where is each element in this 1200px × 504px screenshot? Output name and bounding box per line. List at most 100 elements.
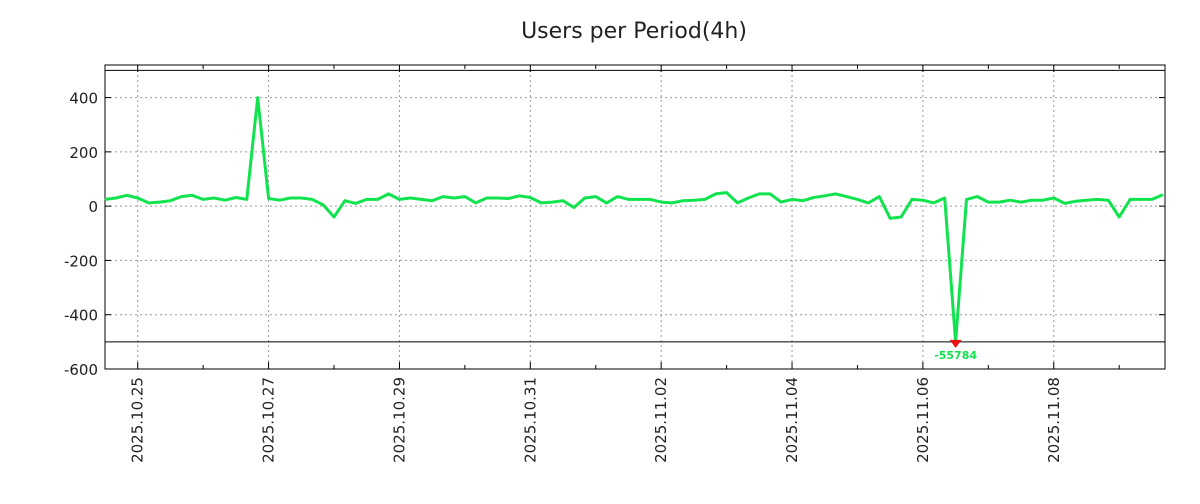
data-point: [758, 193, 760, 195]
data-point: [1129, 198, 1131, 200]
data-point: [235, 196, 237, 198]
data-point: [878, 196, 880, 198]
data-point: [1075, 200, 1077, 202]
data-point: [300, 197, 302, 199]
data-point: [377, 198, 379, 200]
data-point: [1085, 199, 1087, 201]
data-point: [627, 198, 629, 200]
data-point: [148, 202, 150, 204]
plot-frame: [104, 64, 1166, 370]
data-point: [1151, 198, 1153, 200]
x-tick-label: 2025.10.29: [390, 377, 408, 463]
data-point: [278, 199, 280, 201]
data-point: [584, 197, 586, 199]
data-point: [802, 200, 804, 202]
y-tick-label: -600: [64, 361, 98, 379]
x-tick-label: 2025.10.25: [129, 377, 147, 463]
data-point: [268, 198, 270, 200]
data-point: [737, 202, 739, 204]
x-tick-label: 2025.11.06: [914, 377, 932, 463]
data-point: [867, 202, 869, 204]
data-point: [900, 216, 902, 218]
data-point: [475, 202, 477, 204]
data-point: [180, 196, 182, 198]
data-point: [1053, 197, 1055, 199]
data-point: [846, 196, 848, 198]
data-point: [987, 201, 989, 203]
data-point: [922, 199, 924, 201]
data-point: [202, 198, 204, 200]
data-point: [1020, 201, 1022, 203]
data-point: [344, 200, 346, 202]
data-point: [976, 196, 978, 198]
data-point: [573, 207, 575, 208]
y-tick-label: -200: [64, 252, 98, 270]
min-value-label: -55784: [934, 349, 977, 362]
data-point: [1118, 216, 1120, 218]
data-point: [824, 195, 826, 197]
data-point: [606, 202, 608, 204]
data-point: [726, 192, 728, 194]
data-point: [1064, 202, 1066, 204]
data-point: [420, 198, 422, 200]
data-point: [933, 202, 935, 204]
min-marker-icon: [949, 339, 962, 348]
data-point: [159, 201, 161, 203]
data-point: [137, 197, 139, 199]
data-point: [1140, 198, 1142, 200]
data-point: [780, 201, 782, 203]
chart-title: Users per Period(4h): [521, 19, 747, 44]
data-point: [1107, 199, 1109, 201]
data-point: [322, 204, 324, 206]
data-point: [507, 198, 509, 200]
y-tick-label: 400: [69, 90, 98, 108]
data-point: [889, 217, 891, 219]
data-point: [649, 198, 651, 200]
data-point: [169, 200, 171, 202]
data-point: [366, 198, 368, 200]
x-tick-label: 2025.11.02: [652, 377, 670, 463]
data-point: [1009, 199, 1011, 201]
data-point: [813, 196, 815, 198]
data-point: [464, 196, 466, 198]
data-point: [617, 196, 619, 198]
data-point: [453, 197, 455, 199]
series-line-users: [104, 96, 1164, 344]
x-tick-label: 2025.10.27: [260, 377, 278, 463]
data-point: [431, 200, 433, 202]
data-point: [126, 194, 128, 196]
data-point: [747, 197, 749, 199]
data-point: [191, 194, 193, 196]
data-point: [966, 198, 968, 200]
data-point: [944, 197, 946, 199]
data-point: [518, 195, 520, 197]
data-point: [540, 202, 542, 204]
data-point: [769, 193, 771, 195]
data-point: [486, 197, 488, 199]
data-point: [562, 200, 564, 202]
data-point: [388, 193, 390, 195]
data-point: [289, 197, 291, 199]
data-point: [638, 198, 640, 200]
data-point: [311, 198, 313, 200]
data-point: [791, 198, 793, 200]
data-point: [856, 198, 858, 200]
data-point: [333, 216, 335, 218]
data-point: [551, 201, 553, 203]
data-point: [224, 199, 226, 201]
data-point: [115, 197, 117, 199]
data-point: [911, 198, 913, 200]
data-point: [704, 198, 706, 200]
data-point: [835, 193, 837, 195]
data-point: [529, 196, 531, 198]
data-point: [409, 197, 411, 199]
x-tick-label: 2025.11.04: [783, 377, 801, 463]
data-point: [595, 196, 597, 198]
data-point: [442, 196, 444, 198]
x-tick-label: 2025.10.31: [521, 377, 539, 463]
data-point: [213, 197, 215, 199]
data-point: [671, 202, 673, 204]
data-point: [660, 201, 662, 203]
data-point: [1042, 199, 1044, 201]
